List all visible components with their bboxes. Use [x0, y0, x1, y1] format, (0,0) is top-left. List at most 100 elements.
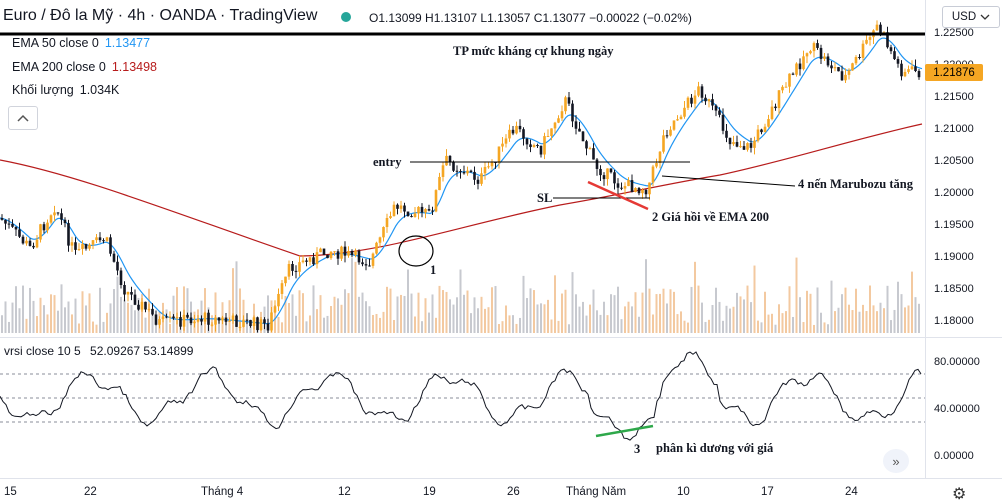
candle-body [886, 32, 889, 48]
volume-bar [123, 299, 126, 333]
entry-annotation: entry [373, 155, 402, 169]
volume-bar [750, 302, 752, 333]
symbol-title[interactable]: Euro / Đô la Mỹ · 4h · OANDA · TradingVi… [3, 7, 318, 24]
volume-bar [599, 314, 602, 333]
divergence-marker[interactable] [595, 424, 654, 438]
volume-bar [904, 307, 906, 333]
candle-body [669, 129, 672, 136]
legend-ema50[interactable]: EMA 50 close 0 1.13477 [12, 36, 150, 50]
candle-body [4, 219, 7, 224]
legend-volume[interactable]: Khối lượng 1.034K [12, 83, 119, 97]
candle-body [490, 162, 494, 167]
volume-bar [508, 315, 511, 333]
ema-touch-marker[interactable] [587, 180, 649, 211]
volume-bar [886, 285, 889, 333]
price-tick: 1.18500 [934, 283, 974, 295]
candle-body [434, 190, 438, 212]
volume-bar [232, 268, 234, 333]
legend-collapse-button[interactable] [8, 106, 38, 130]
candle-body [627, 180, 630, 187]
candle-body [235, 315, 238, 327]
candle-body [665, 135, 669, 137]
volume-bar [74, 298, 77, 333]
candle-body [889, 47, 893, 52]
volume-bar [704, 321, 707, 333]
gear-icon[interactable]: ⚙ [952, 486, 967, 503]
vrsi-line [0, 351, 922, 441]
volume-bar [589, 304, 591, 333]
marubozu-pointer[interactable] [661, 175, 796, 187]
volume-bar [690, 286, 693, 333]
currency-selector[interactable]: USD [942, 6, 1000, 28]
volume-bar [456, 297, 458, 333]
candle-body [648, 182, 651, 195]
candle-body [599, 168, 602, 176]
volume-bar [225, 321, 227, 333]
volume-bar [767, 314, 770, 333]
volume-bar [722, 320, 724, 333]
candle-body [396, 204, 399, 209]
crossover-circle[interactable] [398, 235, 434, 267]
volume-bar [778, 304, 780, 333]
volume-bar [302, 293, 304, 333]
candle-body [81, 244, 84, 249]
volume-bar [337, 298, 339, 333]
volume-bar [655, 294, 658, 333]
volume-bar [239, 288, 241, 333]
volume-bar [298, 290, 301, 333]
volume-bar [46, 314, 49, 333]
candle-body [655, 162, 658, 167]
volume-bar [25, 318, 28, 333]
candle-body [784, 86, 788, 88]
step-2-annotation: 2 Giá hồi về EMA 200 [652, 210, 770, 224]
volume-bar [421, 321, 423, 333]
candle-body [459, 171, 462, 173]
candle-body [592, 148, 595, 160]
candle-body [301, 260, 305, 263]
candle-body [844, 74, 847, 81]
candle-body [438, 176, 441, 191]
candle-body [875, 24, 879, 31]
scroll-to-realtime-button[interactable]: » [883, 449, 909, 473]
legend-ema200[interactable]: EMA 200 close 0 1.13498 [12, 60, 157, 74]
tp-annotation: TP mức kháng cự khung ngày [453, 44, 614, 58]
candle-body [144, 301, 147, 310]
step-3-annotation: phân kì dương với giá [656, 441, 774, 455]
volume-bar [592, 289, 595, 333]
volume-bar [515, 323, 518, 333]
volume-bar [134, 310, 136, 333]
candle-body [361, 262, 364, 265]
volume-bar [907, 305, 910, 333]
candle-body [494, 162, 497, 164]
volume-bar [393, 320, 395, 333]
candle-body [543, 136, 546, 155]
chevron-up-icon [17, 114, 29, 122]
candle-body [305, 260, 308, 262]
volume-bar [736, 292, 738, 333]
candle-body [371, 253, 375, 266]
volume-bar [344, 289, 346, 333]
volume-bar [407, 269, 409, 333]
volume-bar [571, 272, 574, 333]
volume-bar [116, 276, 119, 333]
oscillator-legend[interactable]: vrsi close 10 5 52.09267 53.14899 [4, 344, 193, 358]
legend-ema200-name: EMA 200 close 0 [12, 60, 106, 74]
candle-body [658, 151, 662, 163]
candle-body [917, 71, 921, 78]
volume-bar [60, 284, 63, 333]
volume-bar [729, 308, 731, 333]
candle-body [25, 240, 28, 244]
volume-bar [218, 318, 220, 333]
volume-bar [610, 294, 612, 333]
volume-bar [435, 317, 437, 333]
candle-body [746, 143, 749, 150]
candle-body [46, 222, 49, 231]
volume-bar [400, 294, 402, 333]
candle-body [910, 66, 914, 70]
volume-bar [764, 291, 766, 333]
volume-bar [687, 322, 689, 333]
candle-body [690, 97, 693, 104]
candle-body [644, 189, 648, 195]
volume-bar [372, 314, 374, 333]
